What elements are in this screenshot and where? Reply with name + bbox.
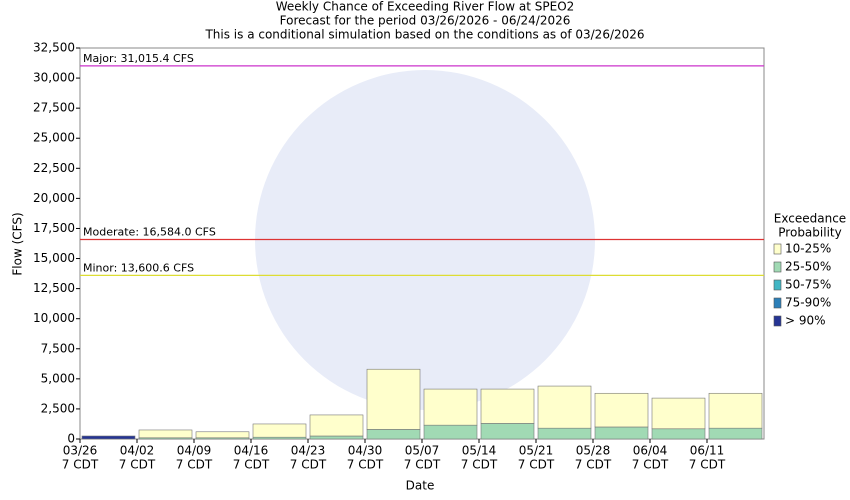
bar-segment: [651, 428, 706, 440]
legend-label: 10-25%: [785, 242, 831, 256]
y-tick-label: 15,000: [33, 251, 75, 265]
x-tick-label: 06/11: [690, 444, 725, 458]
bar-segment: [309, 414, 364, 437]
bar-segment: [651, 397, 706, 430]
y-tick-label: 22,500: [33, 161, 75, 175]
chart-subtitle: Forecast for the period 03/26/2026 - 06/…: [280, 14, 571, 28]
x-tick-label: 03/26: [63, 444, 98, 458]
x-tick-label: 04/02: [120, 444, 155, 458]
x-tick-sublabel: 7 CDT: [632, 458, 669, 472]
chart-title: Weekly Chance of Exceeding River Flow at…: [276, 0, 575, 14]
x-tick-sublabel: 7 CDT: [689, 458, 726, 472]
bar-segment: [594, 392, 649, 428]
x-tick-sublabel: 7 CDT: [518, 458, 555, 472]
y-tick-label: 32,500: [33, 41, 75, 55]
x-tick-sublabel: 7 CDT: [233, 458, 270, 472]
x-tick-sublabel: 7 CDT: [404, 458, 441, 472]
x-tick-sublabel: 7 CDT: [290, 458, 327, 472]
chart-note: This is a conditional simulation based o…: [204, 28, 644, 42]
bar-segment: [537, 385, 592, 429]
y-tick-label: 2,500: [41, 401, 75, 415]
x-tick-label: 04/16: [234, 444, 269, 458]
x-tick-label: 05/07: [405, 444, 440, 458]
legend-swatch: [773, 279, 782, 291]
threshold-label: Major: 31,015.4 CFS: [83, 52, 194, 65]
legend-swatch: [773, 243, 782, 255]
x-tick-label: 05/14: [462, 444, 497, 458]
bar-segment: [81, 435, 136, 440]
y-tick-label: 30,000: [33, 71, 75, 85]
x-axis-label: Date: [406, 479, 435, 493]
x-tick-sublabel: 7 CDT: [62, 458, 99, 472]
legend-label: 75-90%: [785, 296, 831, 310]
x-tick-sublabel: 7 CDT: [575, 458, 612, 472]
x-tick-label: 06/04: [633, 444, 668, 458]
legend-title: Probability: [778, 226, 841, 240]
y-tick-label: 25,000: [33, 131, 75, 145]
y-tick-label: 12,500: [33, 281, 75, 295]
bar-segment: [708, 427, 763, 440]
bar-segment: [480, 423, 535, 440]
legend-label: > 90%: [785, 314, 826, 328]
y-tick-label: 7,500: [41, 341, 75, 355]
bar-segment: [423, 388, 478, 426]
bar-segment: [366, 429, 421, 440]
bar-segment: [423, 424, 478, 440]
y-axis-label: Flow (CFS): [11, 212, 25, 275]
y-tick-label: 0: [67, 432, 75, 446]
bar-segment: [309, 435, 364, 440]
legend-label: 50-75%: [785, 278, 831, 292]
x-tick-label: 04/09: [177, 444, 212, 458]
legend-label: 25-50%: [785, 260, 831, 274]
bar-segment: [708, 392, 763, 429]
bar-segment: [594, 426, 649, 440]
legend-title: Exceedance: [774, 212, 846, 226]
x-tick-sublabel: 7 CDT: [461, 458, 498, 472]
bar-segment: [366, 368, 421, 430]
x-tick-label: 05/21: [519, 444, 554, 458]
x-tick-sublabel: 7 CDT: [176, 458, 213, 472]
y-tick-label: 20,000: [33, 191, 75, 205]
x-tick-label: 05/28: [576, 444, 611, 458]
y-tick-label: 17,500: [33, 221, 75, 235]
legend-swatch: [773, 315, 782, 327]
threshold-label: Moderate: 16,584.0 CFS: [83, 225, 216, 238]
x-tick-label: 04/23: [291, 444, 326, 458]
bar-segment: [138, 429, 193, 439]
x-tick-sublabel: 7 CDT: [119, 458, 156, 472]
x-tick-label: 04/30: [348, 444, 383, 458]
bar-segment: [252, 423, 307, 438]
threshold-label: Minor: 13,600.6 CFS: [83, 261, 194, 274]
bar-segment: [537, 427, 592, 440]
legend-swatch: [773, 261, 782, 273]
y-tick-label: 5,000: [41, 371, 75, 385]
x-tick-sublabel: 7 CDT: [347, 458, 384, 472]
legend-swatch: [773, 297, 782, 309]
y-tick-label: 27,500: [33, 101, 75, 115]
bar-segment: [480, 388, 535, 424]
bar-segment: [195, 431, 250, 439]
y-tick-label: 10,000: [33, 311, 75, 325]
